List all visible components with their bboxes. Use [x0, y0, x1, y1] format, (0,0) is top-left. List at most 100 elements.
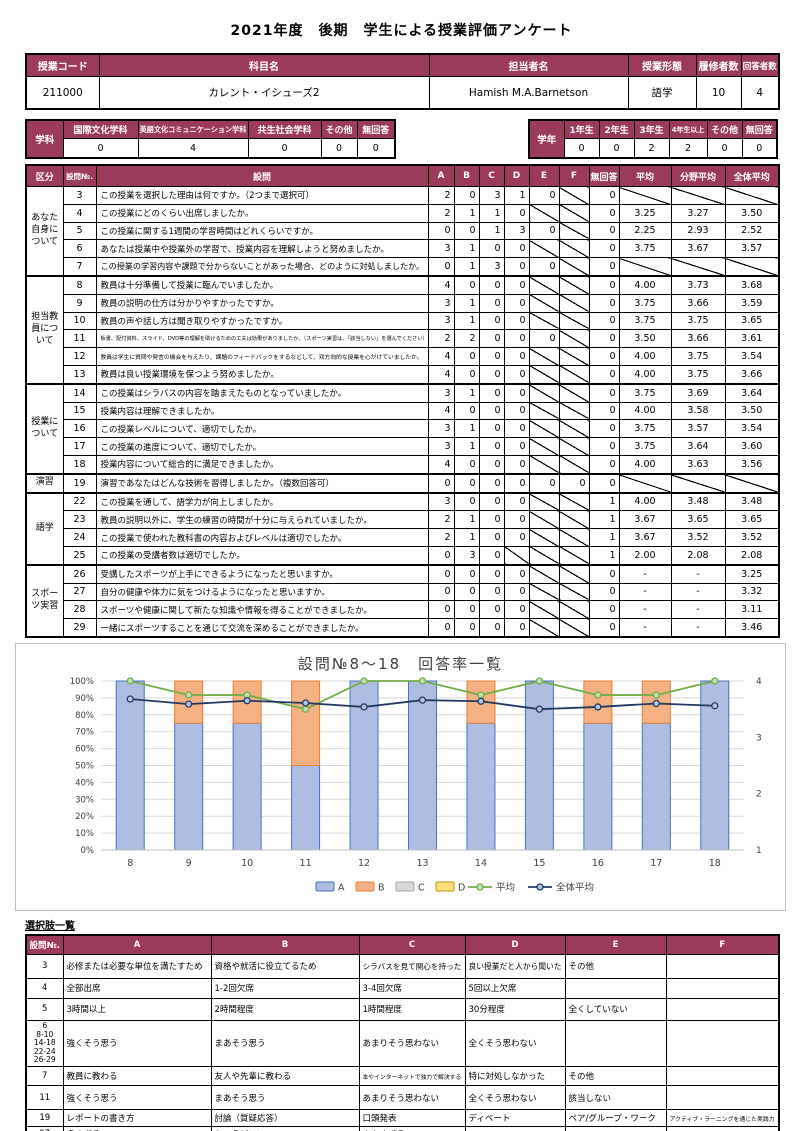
cell-a: 3 — [427, 419, 455, 439]
choice-f-text — [665, 997, 780, 1021]
cell-no-answer: 1 — [588, 510, 620, 530]
cell-average: 4.00 — [618, 491, 672, 512]
choice-a-text: 必修または必要な単位を満たすため — [62, 953, 212, 979]
page-title: 2021年度 後期 学生による授業評価アンケート — [230, 23, 573, 39]
cell-a: 2 — [427, 329, 455, 349]
cell-a: 4 — [427, 347, 455, 366]
category-1: 担当教員について — [25, 274, 64, 385]
marker-全体平均-10 — [243, 696, 251, 705]
cell-average: 3.75 — [618, 437, 672, 456]
choice-f-header: F — [665, 934, 780, 955]
cell-b: 0 — [453, 364, 480, 385]
survey-row-16: 16 この授業レベルについて、適切でしたか。 3 1 0 0 0 3.75 3.57 3.54 — [26, 419, 780, 439]
cell-no-answer: 0 — [588, 454, 620, 475]
choice-c-text: 少なすぎる — [358, 1126, 466, 1131]
cell-b: 0 — [453, 221, 480, 241]
cell-d: 0 — [503, 419, 530, 439]
survey-row-28: 28 スポーツや健康に関して新たな知識や情報を得ることができましたか。 0 0 0 0 0-… — [26, 600, 780, 620]
cell-no-answer: 0 — [588, 293, 620, 313]
cell-f — [558, 545, 590, 566]
survey-row-25: 25 この授業の受講者数は適切でしたか。 0 3 0 1 2.00 2.08 2.08 — [26, 545, 780, 566]
question-text: この授業を通して、語学力が向上しましたか。 — [95, 491, 429, 512]
legend-swatch-C — [395, 881, 415, 892]
grade-col-1: 1年生 — [563, 119, 600, 139]
choice-f-text — [665, 953, 780, 979]
cell-f — [558, 382, 590, 403]
cell-average: 3.67 — [618, 510, 672, 530]
department-col-5: 無回答 — [356, 119, 396, 139]
question-number: 25 — [62, 545, 97, 566]
cell-overall-average: 3.52 — [724, 528, 780, 547]
cell-c: 0 — [478, 528, 505, 547]
cell-b: 1 — [453, 239, 480, 259]
cell-average: 2.25 — [618, 221, 672, 241]
cell-b: 2 — [453, 329, 480, 349]
bar-B-17 — [641, 680, 671, 724]
question-text: 授業内容について総合的に満足できましたか。 — [95, 454, 429, 475]
cell-c: 0 — [478, 437, 505, 456]
marker-平均-17 — [652, 691, 660, 699]
cell-overall-average — [724, 257, 780, 277]
question-text: 自分の健康や体力に気をつけるようになったと思いますか。 — [95, 582, 429, 602]
cell-e — [528, 454, 560, 475]
choice-c-text: シラバスを見て関心を持った — [358, 953, 466, 979]
left-axis-tick: 60% — [75, 745, 94, 755]
cell-average: 3.25 — [618, 203, 672, 223]
cell-overall-average — [724, 186, 780, 205]
legend-swatch-B — [355, 881, 375, 892]
cell-overall-average: 2.52 — [724, 221, 780, 241]
category-4: 語学 — [25, 491, 64, 566]
cell-e — [528, 600, 560, 620]
bar-A-11 — [291, 764, 321, 851]
cell-a: 0 — [427, 545, 455, 566]
cell-field-average: 2.08 — [670, 545, 726, 566]
choices-row-11: 11 強くそう思う まあそう思う あまりそう思わない 全くそう思わない 該当しない — [25, 1085, 780, 1111]
bar-A-16 — [583, 722, 613, 851]
cell-f — [558, 401, 590, 421]
cell-c: 0 — [478, 329, 505, 349]
department-value-2: 4 — [137, 138, 249, 159]
question-number: 29 — [62, 618, 97, 638]
cell-average: - — [618, 618, 672, 638]
respondent-count-header: 回答者数 — [740, 53, 780, 77]
cell-f — [558, 582, 590, 602]
left-axis-tick: 20% — [75, 812, 94, 822]
choices-question-number: 5 — [25, 997, 64, 1021]
demographics-row: 学科 国際文化学科 英語文化コミュニケーション学科 共生社会学科 その他 無回答 0 4 0 0 0… — [25, 119, 778, 159]
choice-d-text: 全くそう思わない — [464, 1085, 566, 1111]
legend-label-D: D — [458, 882, 465, 893]
choice-e-text: その他 — [564, 1066, 667, 1087]
cell-overall-average — [724, 472, 780, 494]
cell-c: 0 — [478, 419, 505, 439]
choice-a-text: 全部出席 — [62, 977, 212, 999]
cell-c: 0 — [478, 293, 505, 313]
grade-col-2: 2年生 — [598, 119, 635, 139]
grade-value-2: 0 — [598, 138, 635, 159]
choice-b-text: 1-2回欠席 — [210, 977, 360, 999]
choices-table: 設問№. A B C D E F 3 必修または必要な単位を満たすため 資格や就活に役立てるためシ… — [25, 933, 780, 1131]
choice-d-text: ディベート — [464, 1109, 566, 1128]
cell-f — [558, 203, 590, 223]
cell-field-average: 3.48 — [670, 491, 726, 512]
cell-d: 0 — [503, 329, 530, 349]
question-number-header: 設問№. — [25, 934, 64, 955]
question-number: 13 — [62, 364, 97, 385]
choice-f-text — [665, 1019, 780, 1068]
cell-average: - — [618, 582, 672, 602]
cell-f — [558, 257, 590, 277]
survey-row-14: 授業について 14 この授業はシラバスの内容を踏まえたものとなっていましたか。 3 1 0… — [25, 382, 780, 475]
choice-b-text: 友人や先輩に教わる — [210, 1066, 360, 1087]
marker-全体平均-15 — [535, 705, 544, 713]
cell-no-answer: 0 — [588, 401, 620, 421]
survey-row-5: 5 この授業に関する1週間の学習時間はどれくらいですか。 0 0 1 3 0 0 2.25 2.9… — [26, 221, 780, 241]
cell-c: 0 — [478, 472, 505, 494]
cell-field-average: 3.75 — [670, 364, 726, 385]
cell-d: 0 — [503, 311, 530, 331]
cell-d: 0 — [503, 257, 530, 277]
cell-b: 0 — [453, 563, 480, 584]
cell-e — [528, 582, 560, 602]
cell-a: 0 — [427, 618, 455, 638]
grade-table: 学年 1年生 2年生 3年生 4年生以上 その他 無回答 0 0 2 2 0 0 — [528, 119, 778, 159]
question-text: 演習であなたはどんな技術を習得しましたか。（複数回答可） — [95, 472, 429, 494]
